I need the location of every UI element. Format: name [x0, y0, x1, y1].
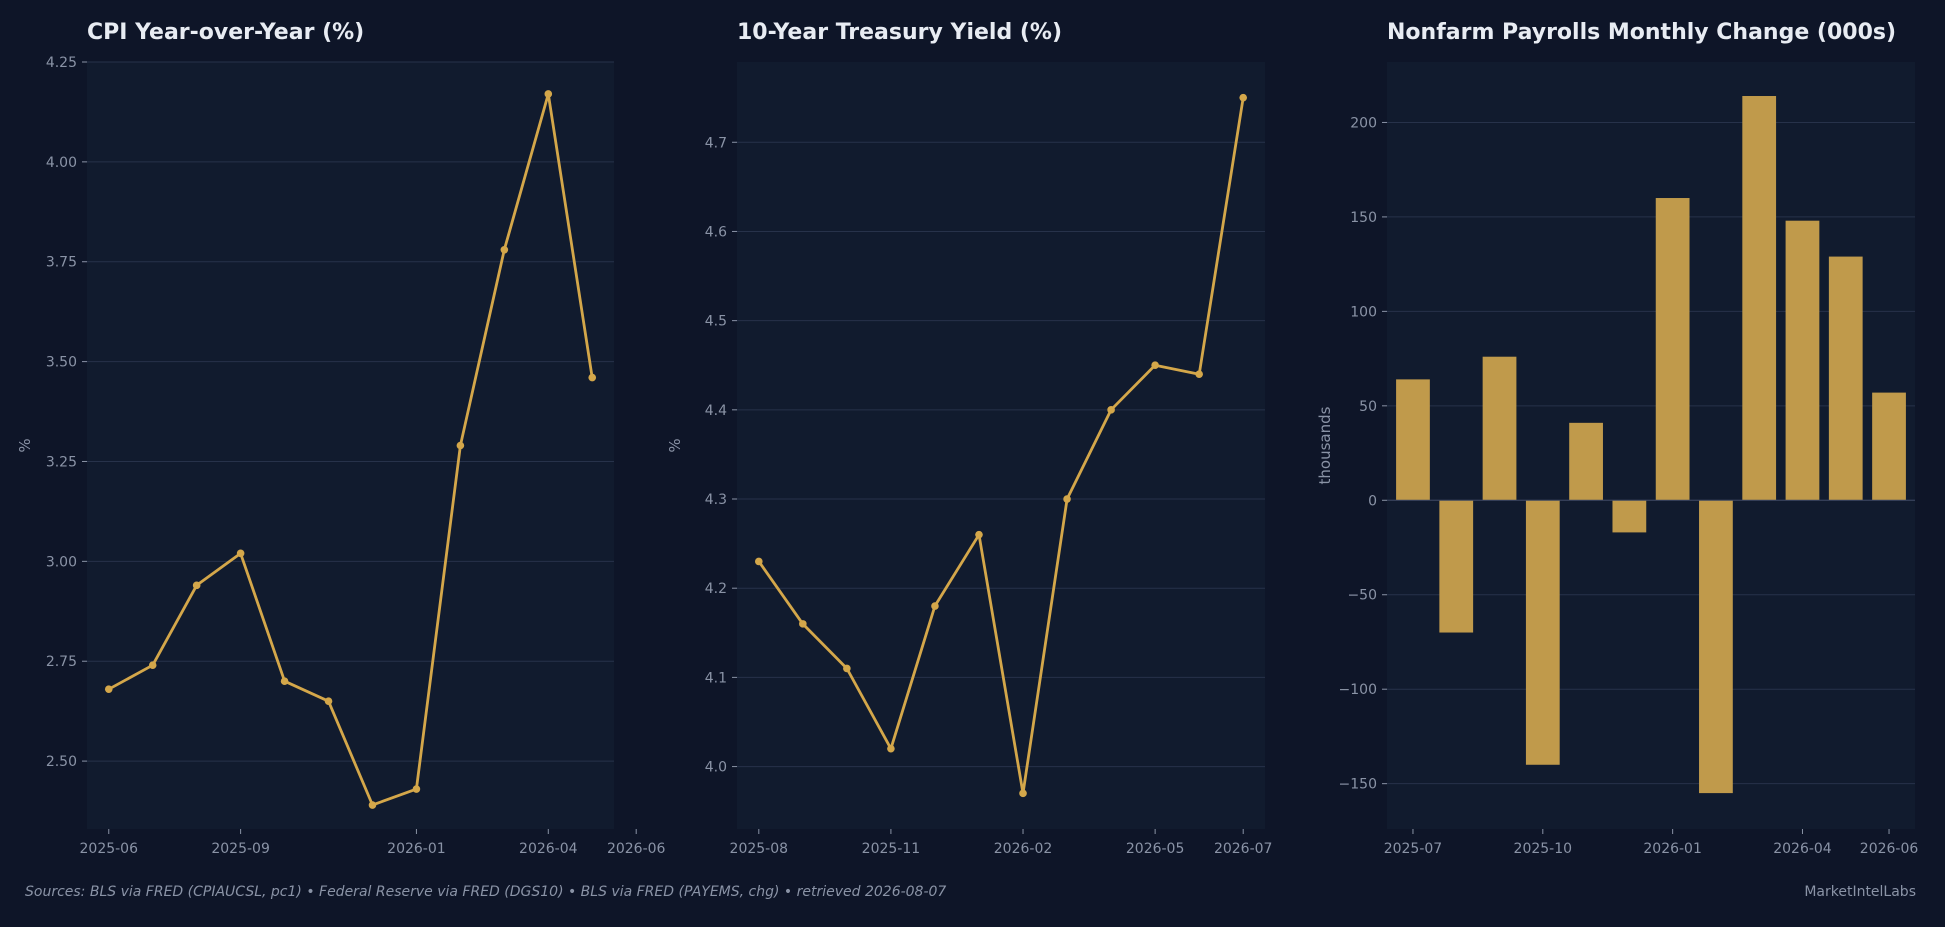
data-point: [1195, 370, 1203, 378]
y-tick-label: −100: [1339, 682, 1377, 698]
chart-title: 10-Year Treasury Yield (%): [737, 20, 1063, 45]
x-tick-label: 2025-07: [1384, 841, 1443, 857]
x-tick-label: 2025-09: [211, 841, 270, 857]
data-point: [799, 620, 807, 628]
series-line: [108, 92, 594, 807]
bar: [1569, 422, 1603, 501]
chart-title: Nonfarm Payrolls Monthly Change (000s): [1387, 20, 1897, 45]
y-tick-label: 2.75: [46, 654, 77, 670]
chart-title: CPI Year-over-Year (%): [87, 20, 365, 45]
footer-sources: Sources: BLS via FRED (CPIAUCSL, pc1) • …: [25, 884, 947, 900]
data-point: [368, 801, 377, 809]
y-tick-label: 3.50: [46, 355, 77, 371]
payrolls-chart-panel: Nonfarm Payrolls Monthly Change (000s) −…: [1300, 0, 1945, 870]
data-point: [104, 685, 113, 693]
data-point: [500, 245, 509, 254]
data-point: [456, 441, 465, 450]
y-tick-label: 4.7: [705, 135, 727, 151]
cpi-chart-panel: CPI Year-over-Year (%) 2.50 2.75 3.00 3.25 3…: [0, 0, 666, 870]
x-tick-label: 2026-06: [607, 841, 666, 857]
data-point: [588, 373, 597, 382]
treasury-line-chart: 4.0 4.1 4.2 4.3 4.4 4.5 4.6 4.7 2025-08 2025-11 20…: [666, 62, 1273, 857]
data-point: [148, 661, 157, 670]
x-tick-label: 2026-01: [1643, 841, 1702, 857]
data-point: [843, 664, 851, 673]
payrolls-bar-chart: −150 −100 −50 0 50 100 150 200 2025-07 2025-10 202…: [1316, 62, 1919, 857]
data-point: [192, 581, 201, 590]
data-point: [931, 602, 939, 610]
data-point: [754, 557, 763, 566]
bar: [1872, 392, 1906, 501]
data-point: [1107, 406, 1115, 414]
series-line: [757, 97, 1245, 795]
x-tick-label: 2025-08: [730, 841, 789, 857]
footer-brand: MarketIntelLabs: [1804, 884, 1916, 900]
y-tick-label: −50: [1347, 588, 1377, 604]
bar: [1525, 500, 1560, 765]
y-tick-label: 4.5: [705, 314, 727, 330]
data-point: [1019, 789, 1027, 798]
x-tick-label: 2025-06: [80, 841, 139, 857]
x-tick-label: 2026-06: [1860, 841, 1919, 857]
data-point: [280, 677, 289, 685]
data-point: [236, 549, 245, 558]
y-tick-label: 4.25: [46, 55, 77, 71]
data-point: [544, 90, 553, 98]
y-tick-label: 4.2: [705, 581, 727, 597]
y-tick-label: 0: [1368, 493, 1377, 509]
cpi-line-chart: 2.50 2.75 3.00 3.25 3.50 3.75 4.00 4.25 2025-06 2…: [16, 55, 666, 857]
bar: [1655, 198, 1690, 501]
y-tick-label: 2.50: [46, 754, 77, 770]
bar: [1612, 500, 1647, 533]
data-point: [324, 697, 333, 705]
y-tick-label: 4.0: [705, 760, 727, 776]
y-tick-label: 4.3: [705, 492, 727, 508]
y-tick-label: 200: [1350, 115, 1377, 131]
y-tick-label: 50: [1359, 399, 1377, 415]
y-axis-label: thousands: [1316, 406, 1334, 484]
y-tick-label: 4.6: [705, 224, 727, 240]
x-tick-label: 2025-11: [862, 841, 921, 857]
plot-area: [737, 62, 1265, 829]
bar: [1439, 500, 1474, 633]
y-tick-label: 150: [1350, 210, 1377, 226]
y-tick-label: 100: [1350, 304, 1377, 320]
x-tick-label: 2026-04: [1773, 841, 1832, 857]
data-point: [412, 785, 421, 793]
bar: [1482, 356, 1517, 501]
x-tick-label: 2026-02: [994, 841, 1053, 857]
bar: [1742, 96, 1777, 501]
y-axis-label: %: [16, 438, 34, 452]
y-tick-label: −150: [1339, 777, 1377, 793]
bar: [1785, 220, 1820, 501]
y-tick-label: 3.75: [46, 255, 77, 271]
x-tick-label: 2026-01: [387, 841, 446, 857]
treasury-chart-panel: 10-Year Treasury Yield (%) 4.0 4.1 4.2 4.3 4…: [650, 0, 1290, 870]
y-tick-label: 3.25: [46, 454, 77, 470]
data-point: [1151, 361, 1159, 370]
data-point: [1063, 495, 1071, 503]
data-point: [975, 530, 983, 539]
y-axis-label: %: [666, 438, 684, 452]
y-tick-label: 4.00: [46, 155, 77, 171]
x-tick-label: 2025-10: [1514, 841, 1573, 857]
x-tick-label: 2026-04: [519, 841, 578, 857]
y-tick-label: 3.00: [46, 554, 77, 570]
y-tick-label: 4.1: [705, 670, 727, 686]
plot-area: [1387, 62, 1915, 829]
y-tick-label: 4.4: [705, 403, 727, 419]
bar: [1828, 256, 1863, 501]
data-point: [887, 744, 895, 753]
plot-area: [87, 62, 614, 829]
x-tick-label: 2026-07: [1214, 841, 1273, 857]
bar: [1396, 379, 1430, 501]
bar: [1699, 500, 1733, 794]
data-point: [1239, 93, 1248, 102]
x-tick-label: 2026-05: [1126, 841, 1185, 857]
